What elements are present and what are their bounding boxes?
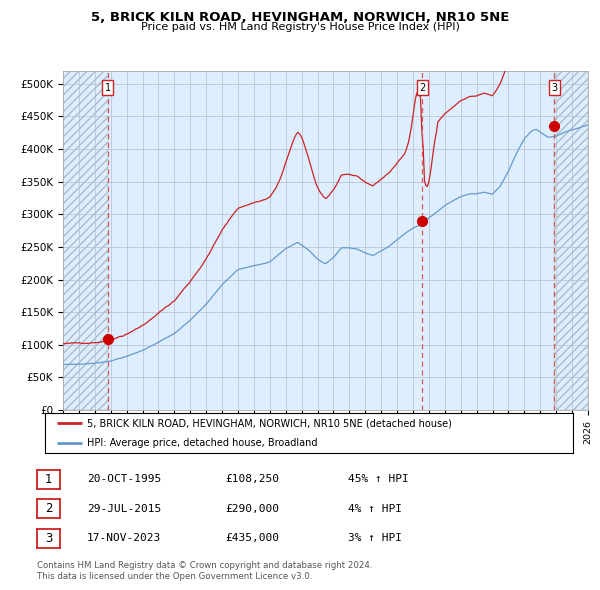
Text: 1: 1 (45, 473, 52, 486)
Text: 3: 3 (45, 532, 52, 545)
Text: £108,250: £108,250 (225, 474, 279, 484)
Text: This data is licensed under the Open Government Licence v3.0.: This data is licensed under the Open Gov… (37, 572, 313, 581)
Text: 4% ↑ HPI: 4% ↑ HPI (348, 504, 402, 513)
Text: Price paid vs. HM Land Registry's House Price Index (HPI): Price paid vs. HM Land Registry's House … (140, 22, 460, 32)
Text: 3% ↑ HPI: 3% ↑ HPI (348, 533, 402, 543)
Text: 3: 3 (551, 83, 557, 93)
Text: £290,000: £290,000 (225, 504, 279, 513)
Text: 1: 1 (104, 83, 111, 93)
Text: 45% ↑ HPI: 45% ↑ HPI (348, 474, 409, 484)
Text: HPI: Average price, detached house, Broadland: HPI: Average price, detached house, Broa… (87, 438, 318, 448)
Text: £435,000: £435,000 (225, 533, 279, 543)
Text: 2: 2 (419, 83, 425, 93)
Text: 20-OCT-1995: 20-OCT-1995 (87, 474, 161, 484)
Text: 5, BRICK KILN ROAD, HEVINGHAM, NORWICH, NR10 5NE: 5, BRICK KILN ROAD, HEVINGHAM, NORWICH, … (91, 11, 509, 24)
Text: 29-JUL-2015: 29-JUL-2015 (87, 504, 161, 513)
Text: 17-NOV-2023: 17-NOV-2023 (87, 533, 161, 543)
Text: 5, BRICK KILN ROAD, HEVINGHAM, NORWICH, NR10 5NE (detached house): 5, BRICK KILN ROAD, HEVINGHAM, NORWICH, … (87, 418, 452, 428)
Text: Contains HM Land Registry data © Crown copyright and database right 2024.: Contains HM Land Registry data © Crown c… (37, 561, 373, 570)
Text: 2: 2 (45, 502, 52, 515)
